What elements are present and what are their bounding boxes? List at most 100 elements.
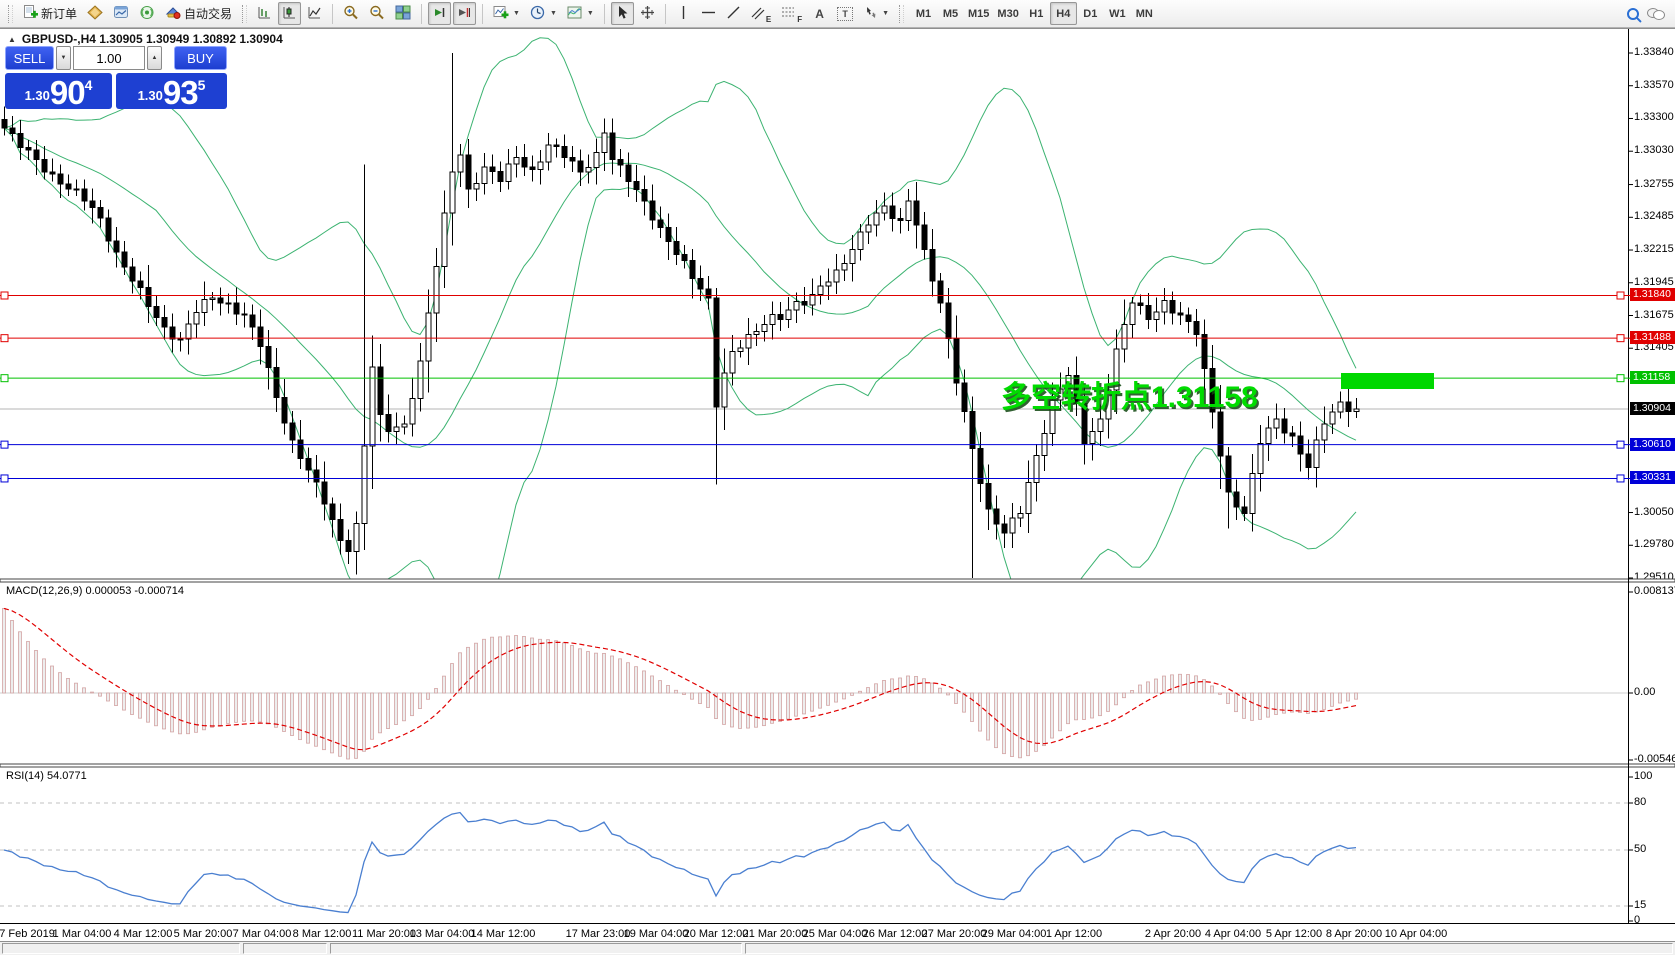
timeframe-h4-button[interactable]: H4 <box>1049 2 1077 25</box>
horizontal-line-object[interactable] <box>0 334 1628 343</box>
chart-shift-button[interactable] <box>453 2 477 25</box>
arrows-button[interactable]: ▼ <box>859 2 893 25</box>
candle-body <box>1049 399 1056 434</box>
candle-body <box>313 469 320 483</box>
timeframe-w1-button[interactable]: W1 <box>1104 2 1131 25</box>
tile-windows-button[interactable] <box>391 2 415 25</box>
horizontal-line-object[interactable] <box>0 440 1628 449</box>
timeframe-m1-button[interactable]: M1 <box>910 2 937 25</box>
trendline-button[interactable] <box>722 2 745 25</box>
macd-bar <box>402 692 406 722</box>
time-axis-label: 1 Mar 04:00 <box>52 928 112 940</box>
indicators-button[interactable]: ▼ <box>489 2 524 25</box>
horizontal-line-button[interactable] <box>697 2 720 25</box>
macd-bar <box>1042 692 1046 747</box>
signals-button[interactable] <box>135 2 159 25</box>
macd-bar <box>930 682 934 694</box>
buy-price-display[interactable]: 1.30 93 5 <box>116 73 227 109</box>
candle-body <box>257 326 264 347</box>
candle-body <box>625 164 632 183</box>
axis-tick-label: 1.32215 <box>1634 243 1674 256</box>
timeframe-m5-button[interactable]: M5 <box>937 2 964 25</box>
chart-annotation-text[interactable]: 多空转折点1.31158 <box>1001 381 1258 414</box>
sell-price-display[interactable]: 1.30 90 4 <box>5 73 112 109</box>
candle-body <box>833 269 840 283</box>
market-watch-button[interactable] <box>109 2 133 25</box>
equidistant-channel-button[interactable]: E <box>747 2 775 25</box>
timeframe-m30-button[interactable]: M30 <box>993 2 1022 25</box>
axis-tick-label: 50 <box>1634 843 1647 855</box>
macd-bar <box>42 658 46 694</box>
crosshair-button[interactable] <box>636 2 659 25</box>
macd-bar <box>2 608 6 694</box>
volume-input[interactable] <box>73 46 145 70</box>
candle-body <box>689 259 696 280</box>
sell-button[interactable]: SELL <box>5 46 54 70</box>
bar-chart-button[interactable] <box>253 2 276 25</box>
timeframe-label: M30 <box>997 7 1019 20</box>
macd-bar <box>906 675 910 694</box>
fibonacci-button[interactable]: F <box>777 2 806 25</box>
candle-body <box>929 248 936 282</box>
volume-increase-button[interactable]: ▲ <box>147 46 162 70</box>
candle-body <box>457 154 464 173</box>
horizontal-line-object[interactable] <box>0 291 1628 300</box>
text-button[interactable]: A <box>808 2 831 25</box>
symbol-ohlc-text: GBPUSD-,H4 1.30905 1.30949 1.30892 1.309… <box>21 32 283 46</box>
timeframe-m15-button[interactable]: M15 <box>964 2 993 25</box>
auto-trading-button[interactable]: 自动交易 <box>161 2 236 25</box>
collapse-arrow-icon[interactable]: ▲ <box>8 34 16 44</box>
macd-bar <box>986 692 990 741</box>
rsi-pane <box>0 802 1628 914</box>
timeframe-d1-button[interactable]: D1 <box>1077 2 1104 25</box>
macd-label: MACD(12,26,9) 0.000053 -0.000714 <box>6 585 184 597</box>
vertical-line-button[interactable] <box>672 2 695 25</box>
pane-splitter[interactable] <box>0 578 1675 583</box>
cursor-icon <box>616 5 629 23</box>
candle-body <box>537 161 544 170</box>
timeframe-mn-button[interactable]: MN <box>1131 2 1158 25</box>
horizontal-line-object[interactable] <box>0 474 1628 483</box>
candle-body <box>697 278 704 290</box>
zoom-in-button[interactable] <box>339 2 363 25</box>
pane-splitter[interactable] <box>0 763 1675 768</box>
macd-bar <box>418 692 422 709</box>
volume-decrease-button[interactable]: ▼ <box>56 46 71 70</box>
candlestick-chart-button[interactable] <box>278 2 302 25</box>
zoom-out-button[interactable] <box>365 2 389 25</box>
macd-bar <box>938 687 942 694</box>
candle-body <box>81 188 88 202</box>
candle-body <box>345 539 352 552</box>
axis-tick-label: 1.33300 <box>1634 111 1674 124</box>
auto-scroll-button[interactable] <box>428 2 452 25</box>
candle-body <box>1169 299 1176 314</box>
text-label-button[interactable]: T <box>833 2 857 25</box>
timeframe-h1-button[interactable]: H1 <box>1023 2 1050 25</box>
search-icon[interactable] <box>1627 7 1639 20</box>
macd-bar <box>1074 692 1078 721</box>
candle-body <box>1073 375 1080 404</box>
line-chart-button[interactable] <box>303 2 326 25</box>
candle-body <box>209 297 216 301</box>
timeframe-label: H1 <box>1029 7 1044 20</box>
new-order-button[interactable]: 新订单 <box>19 2 81 25</box>
green-rectangle-object[interactable] <box>1341 373 1434 389</box>
candle-body <box>1305 453 1312 469</box>
chat-icon[interactable] <box>1647 7 1665 20</box>
axis-tick-label: 0.008137 <box>1634 585 1675 597</box>
macd-bar <box>1330 692 1334 707</box>
timeframe-label: H4 <box>1056 7 1071 20</box>
candle-body <box>25 147 32 151</box>
templates-button[interactable]: ▼ <box>563 2 598 25</box>
crosshair-icon <box>640 5 655 23</box>
metaeditor-button[interactable] <box>83 2 107 25</box>
status-bar <box>0 941 1675 955</box>
candles <box>1 53 1360 578</box>
macd-bar <box>602 652 606 694</box>
buy-button[interactable]: BUY <box>174 46 227 70</box>
periods-button[interactable]: ▼ <box>526 2 561 25</box>
candle-body <box>169 326 176 340</box>
cursor-button[interactable] <box>610 2 634 25</box>
macd-bar <box>1050 692 1054 739</box>
